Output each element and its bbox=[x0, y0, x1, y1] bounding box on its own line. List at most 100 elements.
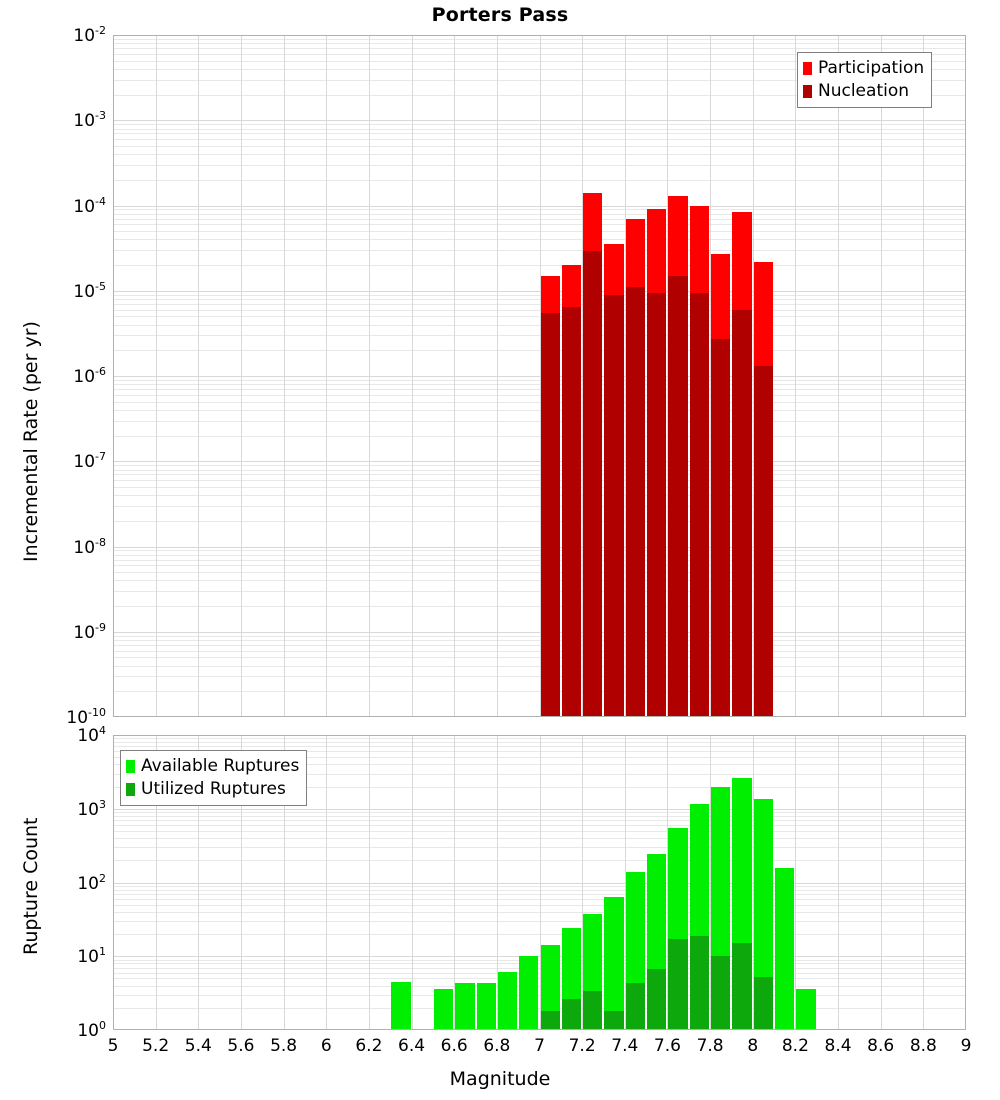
grid-lines-top bbox=[113, 35, 966, 717]
bar bbox=[732, 35, 752, 717]
bar-segment-nucleation bbox=[583, 251, 603, 717]
legend-label: Utilized Ruptures bbox=[141, 779, 286, 799]
x-tick-label: 7.4 bbox=[611, 1036, 639, 1056]
legend-entry: Participation bbox=[803, 57, 924, 80]
x-tick-label: 6.6 bbox=[440, 1036, 468, 1056]
x-tick-label: 6.2 bbox=[355, 1036, 383, 1056]
bar bbox=[476, 735, 496, 1030]
x-tick-label: 7.6 bbox=[653, 1036, 681, 1056]
bar bbox=[689, 35, 710, 717]
y-tick-label: 10-10 bbox=[66, 706, 106, 728]
legend-swatch-icon bbox=[803, 85, 812, 98]
bar bbox=[796, 735, 816, 1030]
bar-segment-available bbox=[540, 945, 560, 1030]
y-tick-label: 10-9 bbox=[73, 620, 106, 643]
x-tick-label: 7 bbox=[534, 1036, 545, 1056]
bar-segment-available bbox=[775, 868, 795, 1030]
y-axis-label-top: Incremental Rate (per yr) bbox=[20, 321, 42, 562]
y-tick-label: 10-8 bbox=[73, 535, 106, 558]
bar-segment-utilized bbox=[711, 956, 731, 1030]
x-tick-label: 5.4 bbox=[184, 1036, 212, 1056]
x-tick-label: 6.4 bbox=[398, 1036, 426, 1056]
legend-swatch-icon bbox=[803, 62, 812, 75]
x-tick-label: 8.4 bbox=[824, 1036, 852, 1056]
bar-segment-available bbox=[433, 988, 454, 1030]
y-tick-label: 10-6 bbox=[73, 365, 106, 387]
legend-entry: Nucleation bbox=[803, 80, 924, 103]
x-tick-label: 6.8 bbox=[483, 1036, 511, 1056]
bar bbox=[583, 735, 603, 1030]
bar-segment-available bbox=[604, 896, 624, 1030]
bar-segment-nucleation bbox=[540, 312, 560, 717]
bar bbox=[561, 735, 582, 1030]
bar-segment-available bbox=[796, 988, 816, 1030]
x-tick-label: 6 bbox=[320, 1036, 332, 1056]
bar-segment-nucleation bbox=[668, 275, 688, 717]
bar-segment-available bbox=[497, 971, 518, 1030]
bar bbox=[753, 735, 774, 1030]
bar-segment-utilized bbox=[625, 982, 646, 1030]
bar bbox=[583, 35, 603, 717]
bar-segment-utilized bbox=[732, 943, 752, 1030]
bar-segment-available bbox=[391, 981, 411, 1030]
y-tick-label: 10-7 bbox=[73, 450, 106, 473]
bar bbox=[540, 35, 560, 717]
x-axis-label: Magnitude bbox=[449, 1068, 551, 1090]
bar-segment-available bbox=[753, 799, 774, 1030]
bar-segment-nucleation bbox=[625, 287, 646, 717]
y-tick-label: 103 bbox=[77, 797, 106, 820]
bar bbox=[497, 735, 518, 1030]
bar-segment-available bbox=[476, 982, 496, 1030]
bar bbox=[391, 735, 411, 1030]
legend-swatch-icon bbox=[126, 783, 135, 796]
bar-segment-utilized bbox=[668, 939, 688, 1030]
bar-segment-utilized bbox=[647, 968, 667, 1030]
x-tick-label: 5 bbox=[107, 1036, 119, 1056]
y-tick-label: 104 bbox=[77, 724, 106, 746]
bar-segment-available bbox=[519, 956, 539, 1030]
y-tick-label: 100 bbox=[77, 1019, 106, 1041]
y-tick-label: 101 bbox=[77, 945, 106, 968]
incremental-rate-panel bbox=[113, 35, 966, 717]
x-tick-label: 5.6 bbox=[227, 1036, 255, 1056]
y-tick-label: 10-2 bbox=[73, 24, 106, 46]
bar bbox=[561, 35, 582, 717]
x-tick-label: 8 bbox=[747, 1036, 759, 1056]
x-tick-label: 7.8 bbox=[696, 1036, 724, 1056]
bar-segment-nucleation bbox=[561, 306, 582, 717]
bar bbox=[604, 35, 624, 717]
y-tick-label: 10-4 bbox=[73, 194, 106, 217]
bar-segment-nucleation bbox=[753, 366, 774, 717]
legend-entry: Utilized Ruptures bbox=[126, 778, 299, 801]
bar bbox=[711, 735, 731, 1030]
legend-swatch-icon bbox=[126, 760, 135, 773]
y-axis-label-bottom: Rupture Count bbox=[20, 817, 42, 956]
bar bbox=[689, 735, 710, 1030]
legend-bottom: Available Ruptures Utilized Ruptures bbox=[120, 750, 308, 806]
x-tick-label: 5.8 bbox=[270, 1036, 298, 1056]
bar-segment-utilized bbox=[753, 976, 774, 1030]
bar bbox=[668, 735, 688, 1030]
bar bbox=[753, 35, 774, 717]
x-tick-label: 7.2 bbox=[568, 1036, 596, 1056]
x-tick-label: 8.8 bbox=[909, 1036, 937, 1056]
bar-segment-utilized bbox=[561, 999, 582, 1030]
bar-segment-utilized bbox=[604, 1011, 624, 1030]
y-tick-label: 10-3 bbox=[73, 109, 106, 132]
bar-segment-nucleation bbox=[711, 339, 731, 717]
bar-segment-nucleation bbox=[647, 292, 667, 717]
legend-label: Participation bbox=[818, 58, 925, 78]
legend-entry: Available Ruptures bbox=[126, 755, 299, 778]
bar bbox=[711, 35, 731, 717]
x-tick-label: 8.2 bbox=[781, 1036, 809, 1056]
y-tick-label: 102 bbox=[77, 871, 106, 894]
bar bbox=[647, 735, 667, 1030]
legend-label: Available Ruptures bbox=[141, 756, 300, 776]
bar bbox=[604, 735, 624, 1030]
bar bbox=[519, 735, 539, 1030]
bar-segment-available bbox=[455, 982, 475, 1030]
bar-segment-utilized bbox=[540, 1011, 560, 1030]
bar bbox=[433, 735, 454, 1030]
bar-segment-utilized bbox=[689, 935, 710, 1030]
